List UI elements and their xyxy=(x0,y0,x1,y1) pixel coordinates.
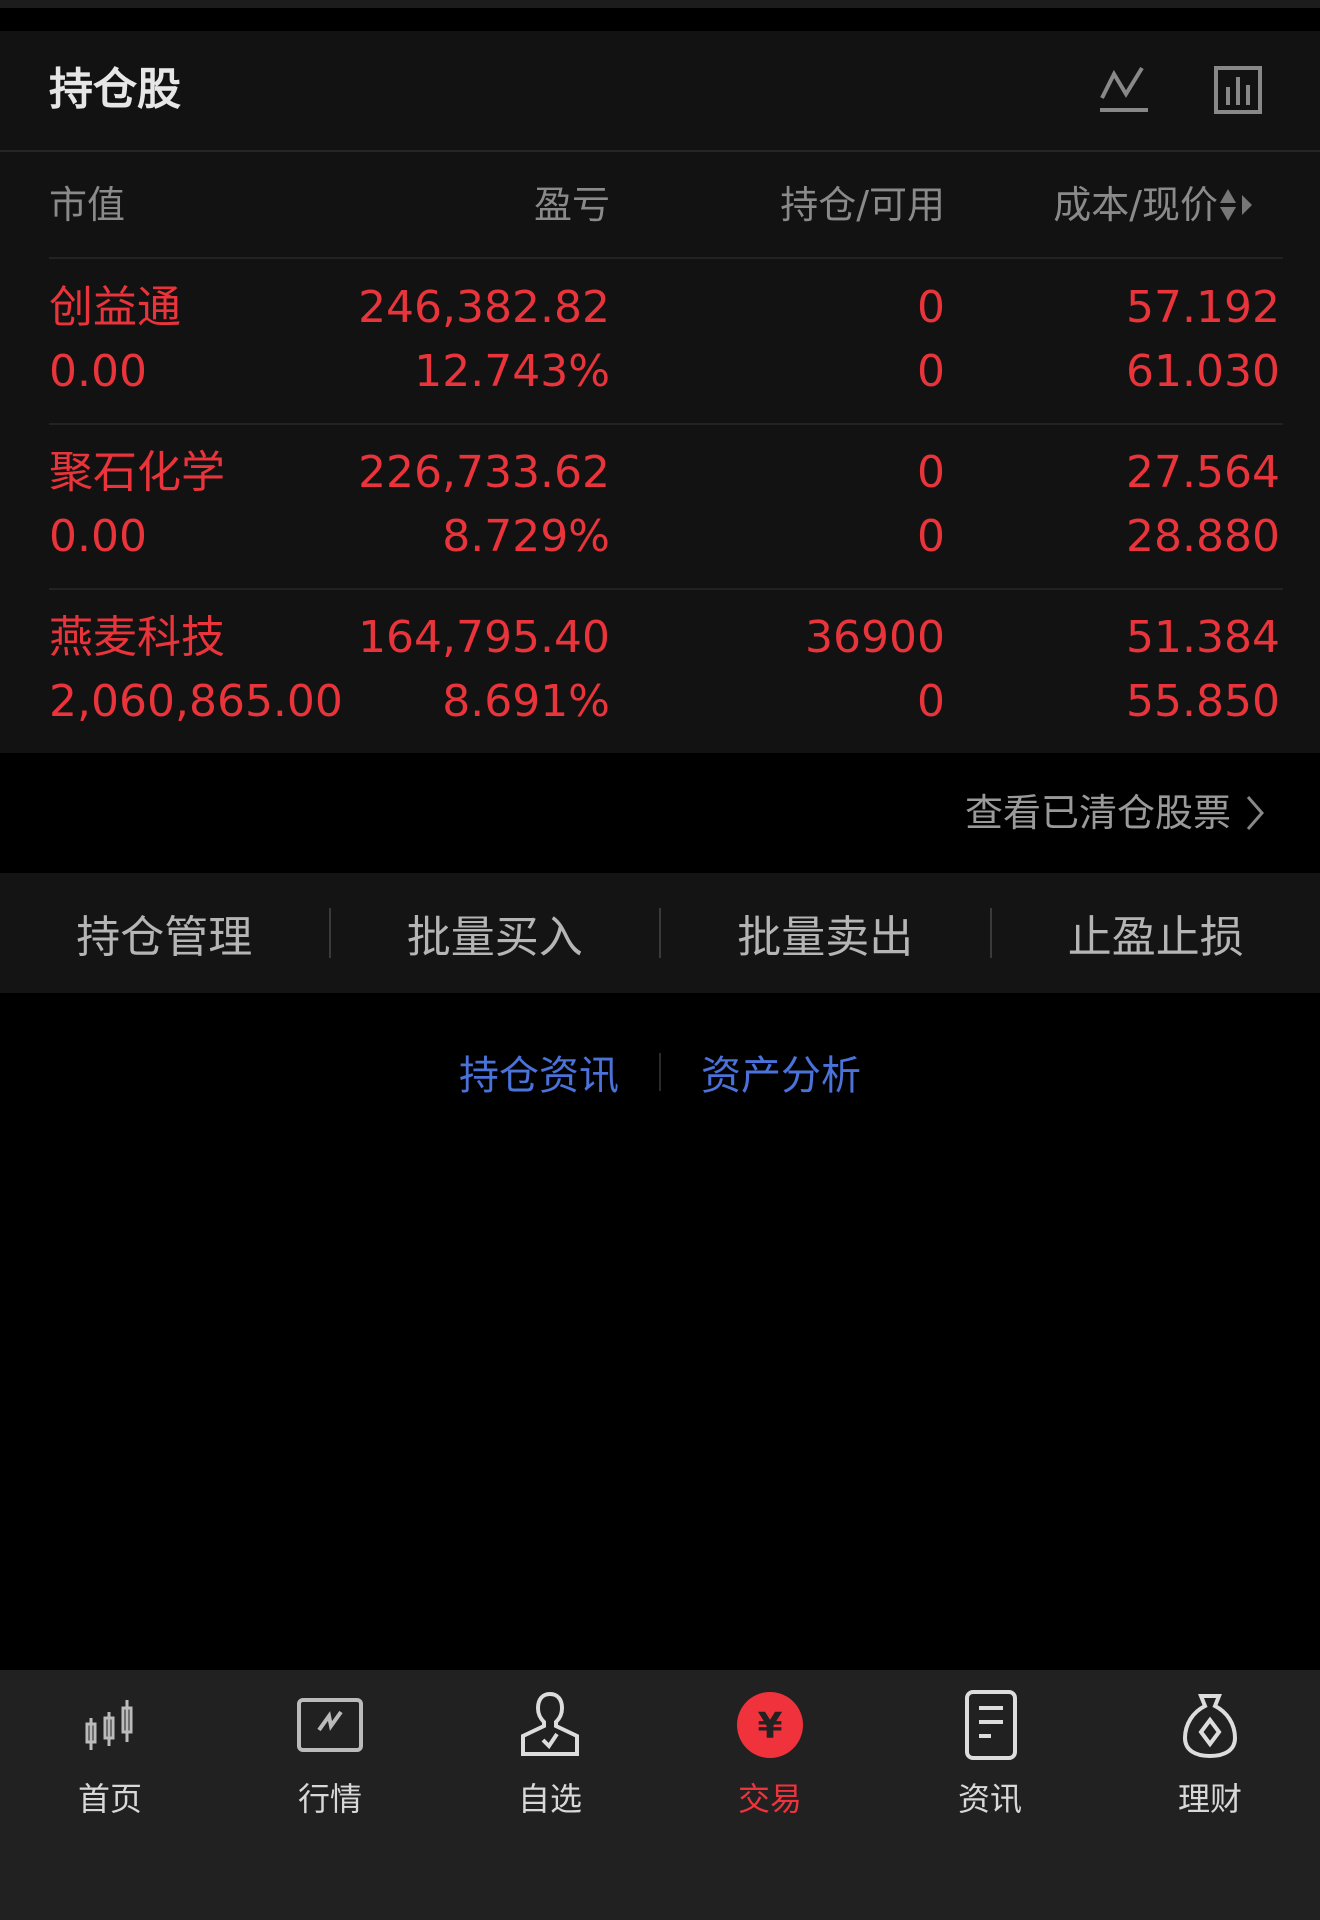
holdings-management-button[interactable]: 持仓管理 xyxy=(76,912,253,963)
divider xyxy=(49,423,1283,425)
money-bag-icon xyxy=(1182,1694,1238,1759)
action-bar: 持仓管理 批量买入 批量卖出 止盈止损 xyxy=(0,873,1320,993)
nav-label: 交易 xyxy=(737,1780,802,1818)
separator xyxy=(989,908,992,958)
nav-home[interactable]: 首页 xyxy=(0,1670,220,1920)
cell-pnl: 246,382.82 xyxy=(358,282,610,333)
cell-position: 36900 xyxy=(805,612,945,663)
links-row: 持仓资讯 资产分析 xyxy=(0,1043,1320,1101)
cell-market-value: 0.00 xyxy=(49,346,147,397)
nav-watchlist[interactable]: 自选 xyxy=(440,1670,660,1920)
view-cleared-stocks-link[interactable]: 查看已清仓股票 xyxy=(965,788,1265,838)
cell-position: 0 xyxy=(917,282,945,333)
cell-name: 创益通 xyxy=(49,282,181,333)
column-cost-price-label: 成本/现价 xyxy=(1053,183,1218,227)
nav-label: 首页 xyxy=(77,1780,142,1818)
separator xyxy=(328,908,331,958)
candlestick-icon xyxy=(85,1700,133,1750)
cell-pnl-pct: 12.743% xyxy=(414,346,610,397)
line-chart-icon[interactable] xyxy=(1098,64,1152,116)
batch-sell-button[interactable]: 批量卖出 xyxy=(737,912,914,963)
yuan-icon: ¥ xyxy=(737,1692,803,1758)
divider xyxy=(49,588,1283,590)
chevron-right-icon xyxy=(1246,796,1264,830)
separator xyxy=(659,908,661,958)
nav-label: 理财 xyxy=(1177,1780,1242,1818)
nav-wealth[interactable]: 理财 xyxy=(1100,1670,1320,1920)
column-cost-price[interactable]: 成本/现价 xyxy=(1053,180,1254,230)
nav-news[interactable]: 资讯 xyxy=(880,1670,1100,1920)
nav-label: 资讯 xyxy=(957,1780,1022,1818)
cell-pnl-pct: 8.729% xyxy=(442,511,610,562)
cell-available: 0 xyxy=(917,676,945,727)
holdings-news-link[interactable]: 持仓资讯 xyxy=(459,1053,619,1099)
cell-name: 聚石化学 xyxy=(49,447,225,498)
cell-cost: 27.564 xyxy=(1126,447,1280,498)
cell-price: 28.880 xyxy=(1126,511,1280,562)
cell-available: 0 xyxy=(917,346,945,397)
divider xyxy=(0,150,1320,152)
cell-cost: 57.192 xyxy=(1126,282,1280,333)
bottom-nav: 首页 行情 自选 ¥ 交易 资讯 理财 xyxy=(0,1670,1320,1920)
cell-name: 燕麦科技 xyxy=(49,612,225,663)
nav-label: 自选 xyxy=(517,1780,582,1818)
cell-price: 61.030 xyxy=(1126,346,1280,397)
divider xyxy=(49,257,1283,259)
separator xyxy=(659,1053,661,1091)
cell-available: 0 xyxy=(917,511,945,562)
status-strip xyxy=(0,0,1320,8)
page-title: 持仓股 xyxy=(49,64,181,115)
column-market-value: 市值 xyxy=(49,183,126,227)
nav-label: 行情 xyxy=(297,1780,362,1818)
stop-profit-loss-button[interactable]: 止盈止损 xyxy=(1067,912,1244,963)
nav-market[interactable]: 行情 xyxy=(220,1670,440,1920)
cell-market-value: 2,060,865.00 xyxy=(49,676,343,727)
cell-pnl-pct: 8.691% xyxy=(442,676,610,727)
cell-pnl: 164,795.40 xyxy=(358,612,610,663)
svg-text:¥: ¥ xyxy=(757,1706,782,1747)
cell-market-value: 0.00 xyxy=(49,511,147,562)
asset-analysis-link[interactable]: 资产分析 xyxy=(701,1053,861,1099)
nav-trade[interactable]: ¥ 交易 xyxy=(660,1670,880,1920)
cell-price: 55.850 xyxy=(1126,676,1280,727)
cell-position: 0 xyxy=(917,447,945,498)
bar-chart-icon[interactable] xyxy=(1213,65,1263,115)
column-position: 持仓/可用 xyxy=(780,183,945,227)
sort-switch-icon[interactable] xyxy=(1218,185,1254,225)
market-chart-icon xyxy=(297,1698,363,1752)
view-cleared-label: 查看已清仓股票 xyxy=(964,791,1231,835)
watchlist-person-icon xyxy=(521,1691,579,1756)
cell-pnl: 226,733.62 xyxy=(358,447,610,498)
cell-cost: 51.384 xyxy=(1126,612,1280,663)
batch-buy-button[interactable]: 批量买入 xyxy=(406,912,583,963)
news-document-icon xyxy=(965,1690,1017,1760)
column-pnl: 盈亏 xyxy=(533,183,610,227)
